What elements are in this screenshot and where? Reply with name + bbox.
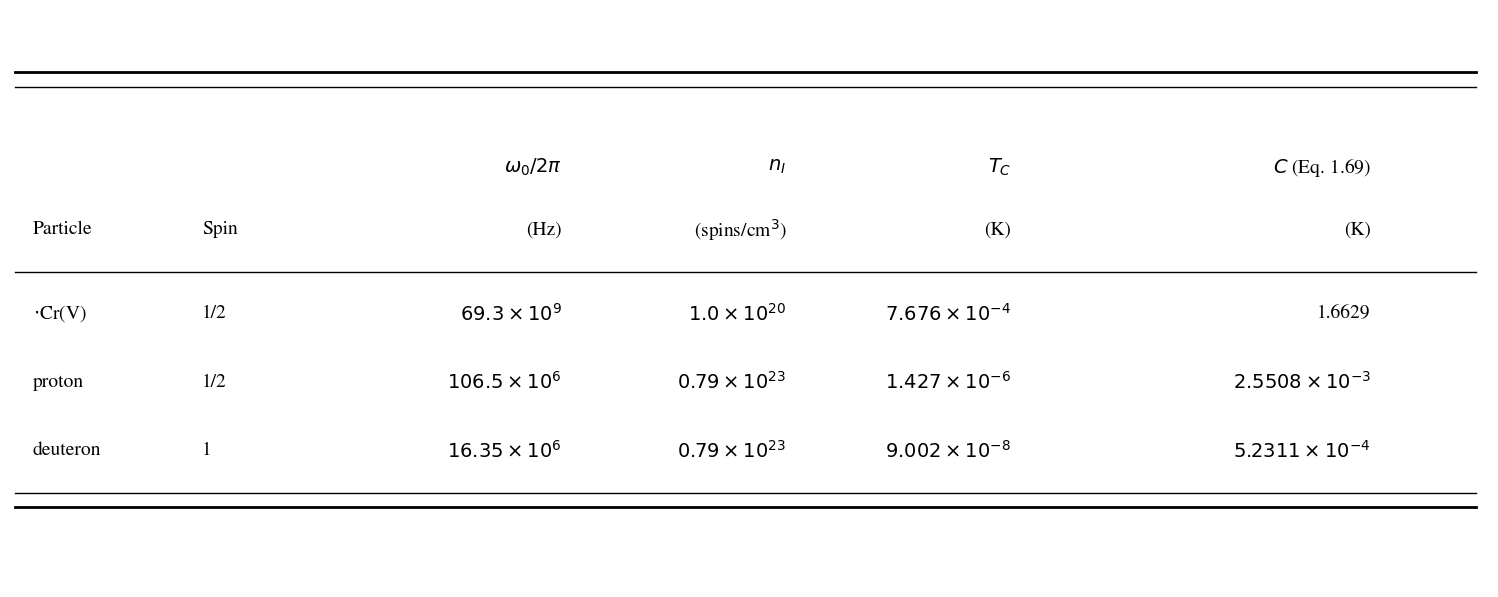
- Text: $T_C$: $T_C$: [987, 156, 1011, 178]
- Text: (K): (K): [984, 221, 1011, 238]
- Text: $16.35 \times 10^{6}$: $16.35 \times 10^{6}$: [448, 440, 562, 461]
- Text: deuteron: deuteron: [33, 442, 102, 459]
- Text: $0.79 \times 10^{23}$: $0.79 \times 10^{23}$: [677, 371, 786, 393]
- Text: 1.6629: 1.6629: [1317, 305, 1371, 322]
- Text: $0.79 \times 10^{23}$: $0.79 \times 10^{23}$: [677, 440, 786, 461]
- Text: $1.0 \times 10^{20}$: $1.0 \times 10^{20}$: [688, 303, 786, 324]
- Text: proton: proton: [33, 374, 84, 390]
- Text: 1: 1: [202, 442, 211, 459]
- Text: Particle: Particle: [33, 221, 93, 238]
- Text: $69.3 \times 10^{9}$: $69.3 \times 10^{9}$: [460, 303, 562, 324]
- Text: $\cdot$Cr(V): $\cdot$Cr(V): [33, 303, 87, 324]
- Text: (spins/cm$^3$): (spins/cm$^3$): [694, 217, 786, 243]
- Text: (K): (K): [1344, 221, 1371, 238]
- Text: $n_I$: $n_I$: [768, 158, 786, 176]
- Text: $1.427 \times 10^{-6}$: $1.427 \times 10^{-6}$: [885, 371, 1011, 393]
- Text: $106.5 \times 10^{6}$: $106.5 \times 10^{6}$: [448, 371, 562, 393]
- Text: $2.5508 \times 10^{-3}$: $2.5508 \times 10^{-3}$: [1233, 371, 1371, 393]
- Text: Spin: Spin: [202, 221, 238, 238]
- Text: $5.2311 \times 10^{-4}$: $5.2311 \times 10^{-4}$: [1233, 440, 1371, 461]
- Text: $\omega_0/2\pi$: $\omega_0/2\pi$: [503, 156, 562, 178]
- Text: (Hz): (Hz): [526, 221, 562, 238]
- Text: 1/2: 1/2: [202, 374, 228, 390]
- Text: 1/2: 1/2: [202, 305, 228, 322]
- Text: $9.002 \times 10^{-8}$: $9.002 \times 10^{-8}$: [885, 440, 1011, 461]
- Text: $7.676 \times 10^{-4}$: $7.676 \times 10^{-4}$: [885, 303, 1011, 324]
- Text: $C$ (Eq. 1.69): $C$ (Eq. 1.69): [1273, 156, 1371, 179]
